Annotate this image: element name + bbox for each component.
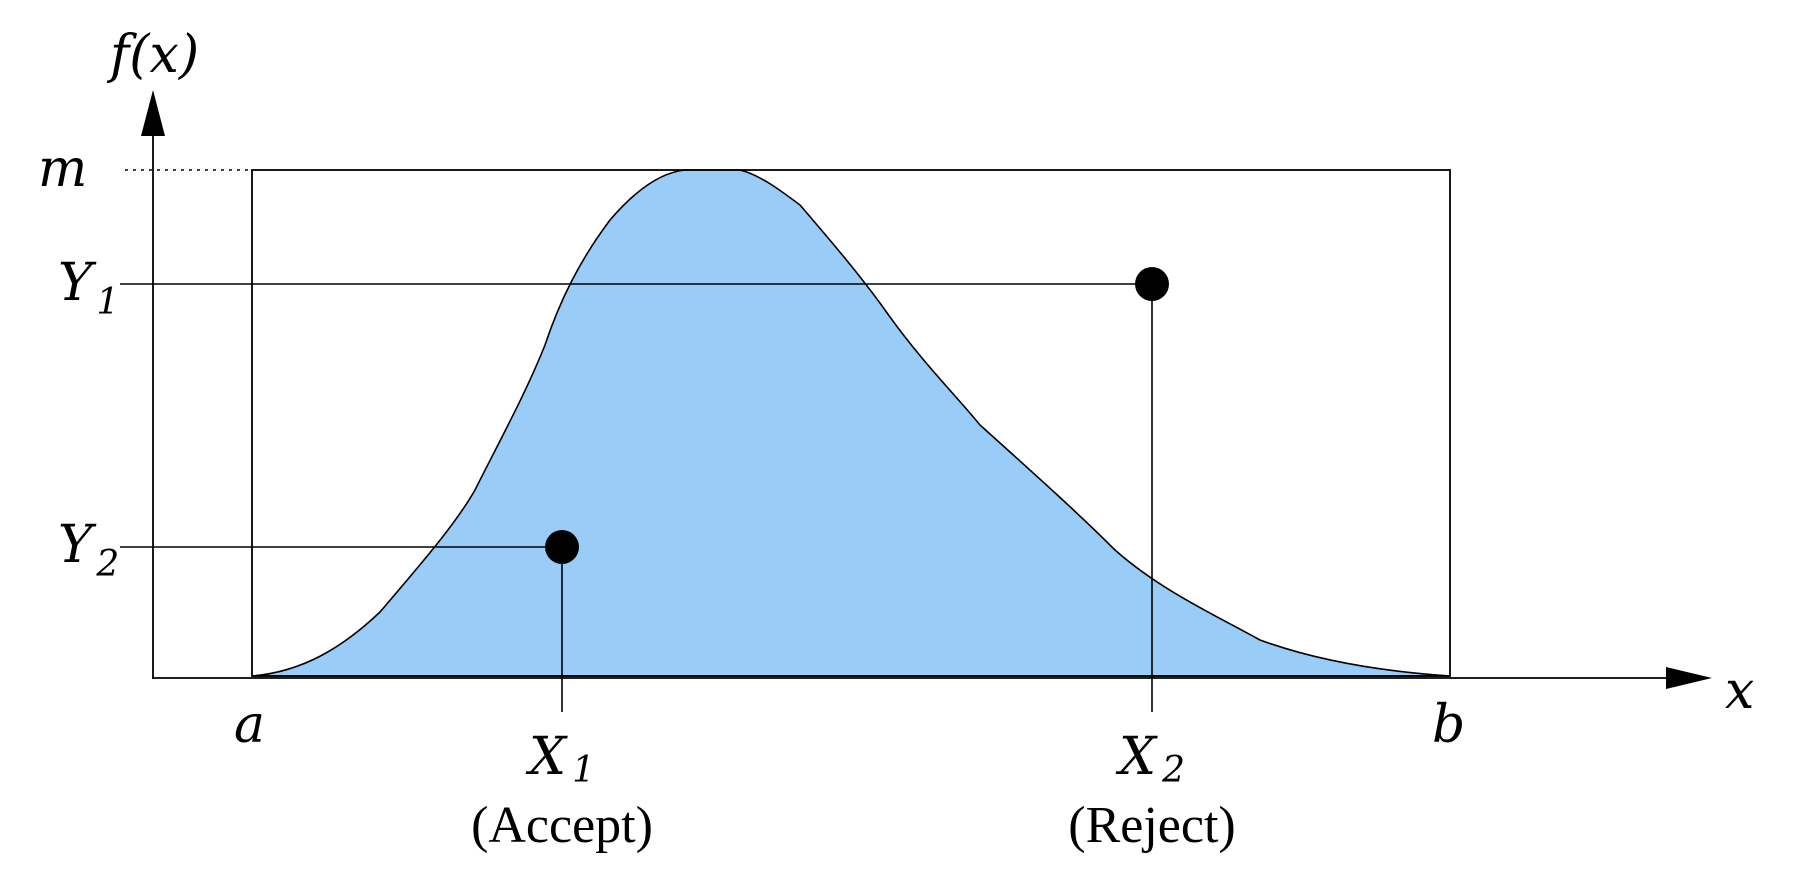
x1-accept-note: (Accept) xyxy=(471,797,653,854)
b-label: b xyxy=(1432,695,1465,755)
y-axis-label: f(x) xyxy=(106,25,199,85)
x-axis-arrowhead xyxy=(1666,667,1712,689)
a-label: a xyxy=(234,695,265,755)
x2-reject-note: (Reject) xyxy=(1068,797,1235,854)
accepted-sample-point xyxy=(545,530,579,564)
bounding-box xyxy=(251,169,1451,677)
rejected-sample-point xyxy=(1135,267,1169,301)
density-curve-area xyxy=(251,169,1451,677)
y-axis-arrowhead xyxy=(141,90,165,136)
m-label: m xyxy=(38,139,87,199)
x-axis-label: x xyxy=(1725,661,1754,721)
